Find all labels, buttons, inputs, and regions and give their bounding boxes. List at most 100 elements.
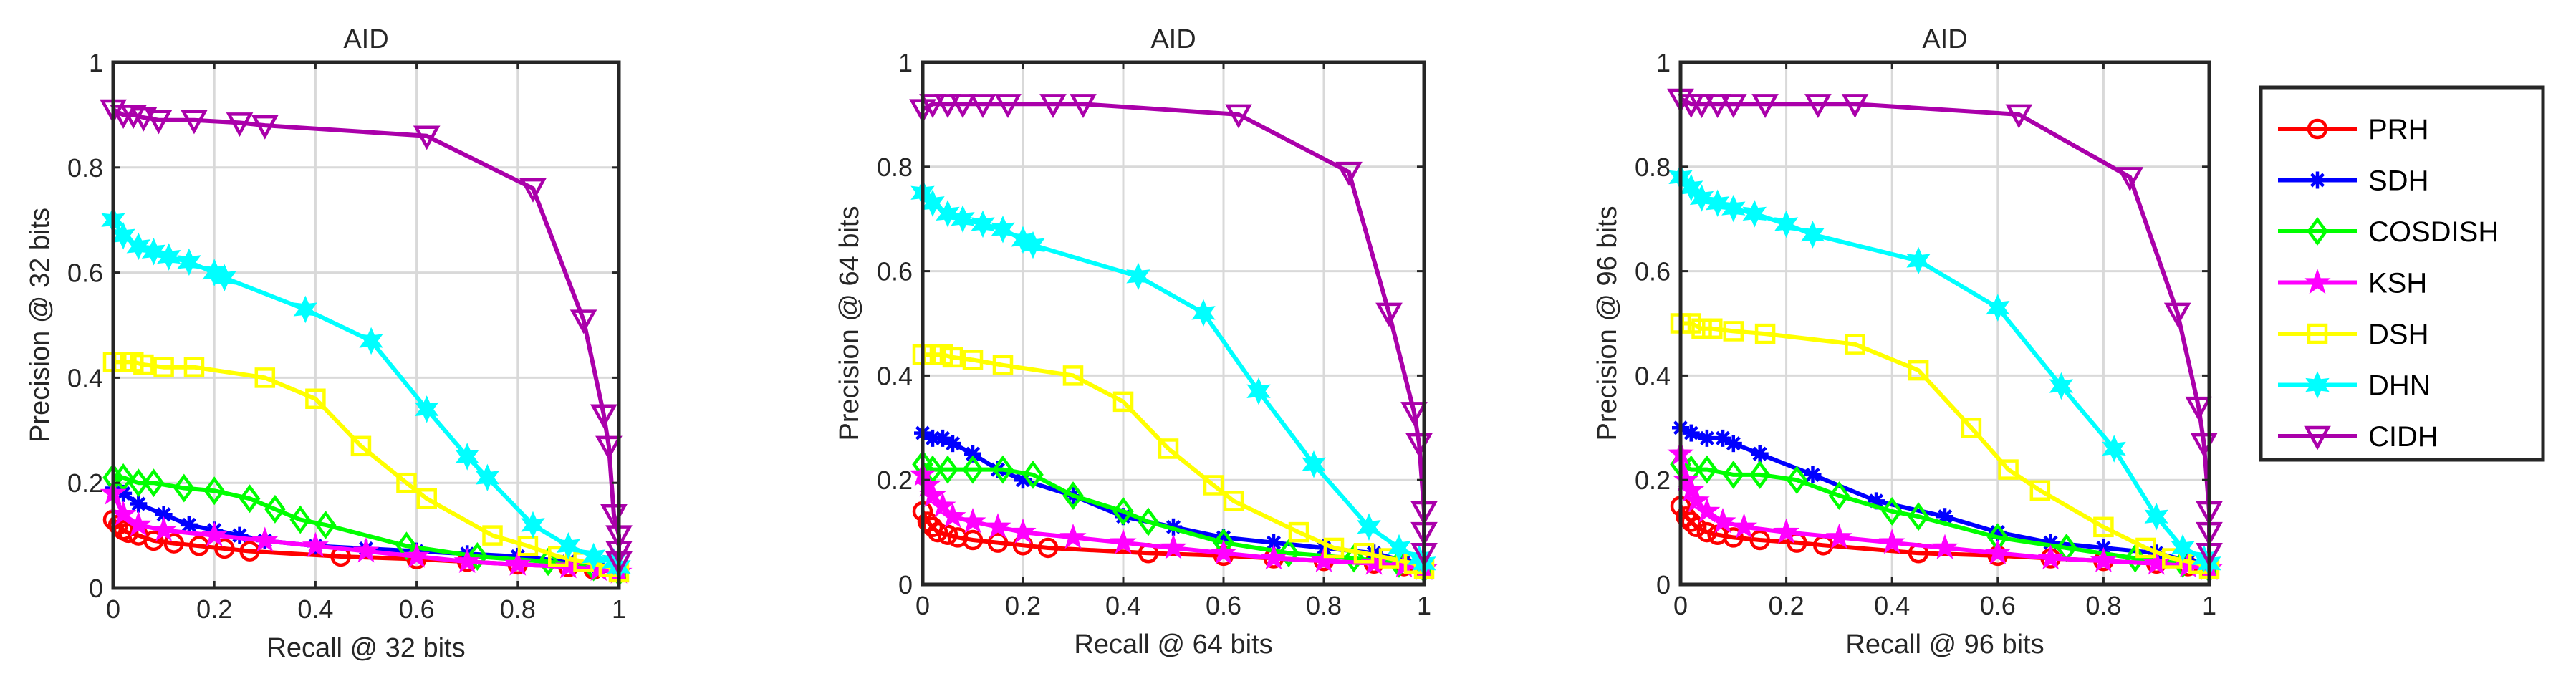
data-point-ksh — [1709, 507, 1736, 534]
data-point-dsh — [2093, 516, 2114, 538]
series-dsh — [1670, 313, 2220, 579]
data-point-prh — [214, 538, 235, 559]
series-group — [1667, 88, 2223, 584]
series-line-cidh — [1679, 97, 2211, 554]
data-point-cosdish — [314, 510, 337, 539]
data-point-ksh — [352, 537, 380, 563]
legend-item-cosdish: COSDISH — [2278, 216, 2499, 248]
data-point-dhn — [521, 511, 545, 539]
data-point-dhn — [1387, 534, 1411, 562]
y-tick-label: 0 — [89, 574, 103, 603]
data-point-dhn — [1021, 231, 1045, 259]
chart-title: AID — [1150, 24, 1196, 54]
data-point-dsh — [1062, 365, 1084, 386]
x-tick-label: 0.6 — [1980, 591, 2016, 620]
plot-area — [1681, 62, 2209, 584]
data-point-dhn — [415, 395, 439, 423]
data-point-dsh — [1353, 543, 1375, 564]
data-point-dhn — [1191, 299, 1216, 327]
data-point-cidh — [251, 115, 279, 140]
data-point-ksh — [125, 511, 152, 536]
data-point-cidh — [1703, 94, 1731, 118]
data-point-dsh — [992, 355, 1014, 376]
y-axis-label: Precision @ 32 bits — [25, 208, 55, 443]
data-point-cidh — [145, 110, 173, 135]
legend-label: DSH — [2368, 319, 2428, 350]
legend-item-dhn: DHN — [2278, 370, 2431, 402]
data-point-cidh — [590, 404, 617, 429]
chart-title: AID — [343, 24, 388, 54]
data-point-prh — [1723, 527, 1744, 548]
data-point-cosdish — [239, 484, 261, 514]
x-tick-label: 0 — [915, 591, 930, 620]
x-tick-label: 0.6 — [1206, 591, 1241, 620]
data-point-dhn — [1246, 377, 1271, 405]
data-point-ksh — [2037, 544, 2065, 570]
data-point-cosdish — [1908, 502, 1929, 531]
series-dsh — [102, 352, 630, 583]
data-point-dhn — [126, 232, 150, 261]
data-point-ksh — [1009, 518, 1037, 544]
x-tick-label: 0.4 — [1105, 591, 1141, 620]
data-point-dsh — [254, 367, 276, 388]
data-point-cosdish — [1696, 455, 1718, 484]
data-point-dsh — [482, 525, 503, 546]
data-point-cosdish — [937, 455, 958, 484]
data-point-dhn — [582, 542, 606, 571]
y-tick-label: 0.2 — [877, 466, 913, 495]
x-tick-label: 1 — [1417, 591, 1431, 620]
data-point-cidh — [949, 94, 976, 118]
x-tick-label: 0 — [106, 594, 120, 624]
data-point-cosdish — [537, 547, 559, 577]
chart-title: AID — [1922, 24, 1967, 54]
data-point-ksh — [1773, 518, 1800, 544]
y-tick-label: 0.6 — [877, 257, 913, 286]
x-axis-label: Recall @ 64 bits — [1074, 630, 1272, 660]
data-point-dhn — [936, 200, 960, 228]
data-point-ksh — [1210, 539, 1237, 565]
data-point-cosdish — [1881, 496, 1903, 526]
data-point-prh — [962, 529, 984, 551]
axes-box — [1678, 60, 2211, 587]
data-point-cosdish — [289, 505, 312, 534]
data-point-sdh — [944, 435, 961, 453]
y-tick-label: 0.4 — [1635, 361, 1671, 390]
data-point-dsh — [1998, 459, 2019, 480]
data-point-cidh — [969, 94, 996, 118]
x-axis-label: Recall @ 32 bits — [266, 633, 465, 663]
data-point-prh — [188, 536, 210, 556]
series-dhn — [910, 179, 1436, 578]
x-tick-label: 0 — [1673, 591, 1688, 620]
y-tick-label: 1 — [1656, 48, 1671, 77]
data-point-cidh — [2163, 302, 2191, 327]
series-cidh — [909, 94, 1438, 567]
data-point-cidh — [595, 435, 623, 461]
data-point-cidh — [1688, 94, 1716, 118]
x-tick-label: 0.2 — [1769, 591, 1804, 620]
data-point-dsh — [1702, 318, 1723, 339]
data-point-sdh — [1724, 435, 1742, 453]
legend-box — [2259, 85, 2545, 462]
data-point-cosdish — [1278, 539, 1299, 568]
data-point-prh — [947, 527, 969, 548]
legend-item-cidh: CIDH — [2278, 421, 2438, 453]
data-point-dhn — [971, 210, 995, 238]
data-point-cidh — [1225, 104, 1252, 129]
legend-marker-cidh — [2304, 425, 2331, 450]
legend-label: PRH — [2368, 114, 2428, 145]
data-point-dhn — [1357, 513, 1381, 541]
data-point-prh — [163, 533, 184, 554]
data-point-cosdish — [2124, 544, 2146, 573]
y-axis-label: Precision @ 96 bits — [1592, 206, 1623, 441]
data-point-sdh — [130, 495, 148, 513]
x-tick-label: 0.4 — [1874, 591, 1910, 620]
data-point-dhn — [1302, 450, 1326, 478]
data-point-ksh — [959, 507, 986, 534]
data-point-ksh — [1260, 544, 1287, 570]
data-point-ksh — [150, 516, 178, 542]
y-tick-label: 0.6 — [67, 259, 103, 288]
data-point-dhn — [293, 295, 317, 324]
data-point-ksh — [201, 521, 228, 547]
data-point-ksh — [2143, 549, 2170, 575]
data-point-dsh — [416, 488, 437, 509]
